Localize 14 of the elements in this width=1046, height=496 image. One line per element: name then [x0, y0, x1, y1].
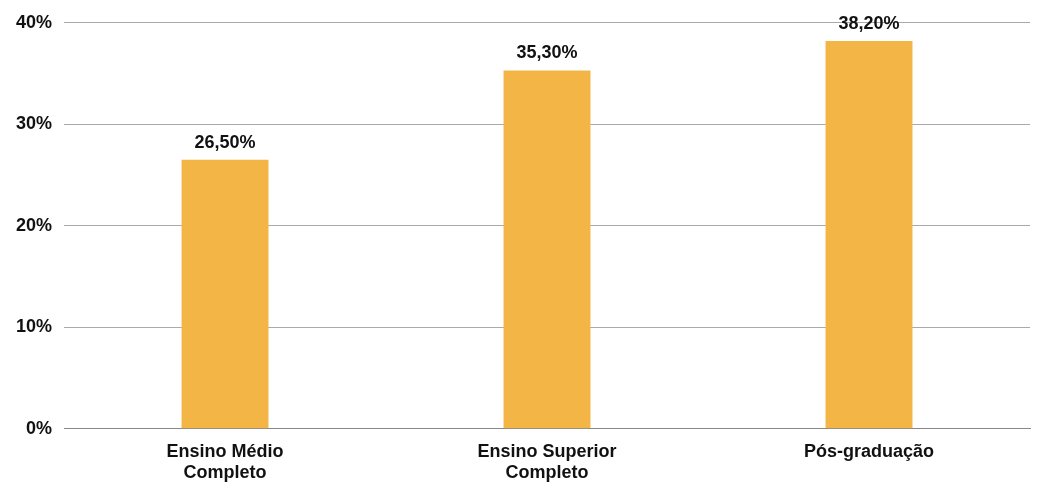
bar [503, 70, 591, 429]
data-label: 35,30% [516, 42, 578, 63]
y-tick-label: 40% [16, 11, 53, 32]
data-label: 38,20% [838, 13, 900, 34]
bar [181, 159, 269, 429]
x-tick-label: Pós-graduação [803, 440, 935, 461]
y-tick-label: 20% [16, 214, 53, 235]
data-label: 26,50% [194, 131, 256, 152]
x-tick-label: Ensino Superior Completo [477, 440, 617, 483]
y-tick-label: 10% [16, 316, 53, 337]
x-tick-label: Ensino Médio Completo [166, 440, 284, 483]
y-tick-label: 0% [26, 417, 53, 438]
y-tick-label: 30% [16, 113, 53, 134]
bar [825, 41, 913, 429]
